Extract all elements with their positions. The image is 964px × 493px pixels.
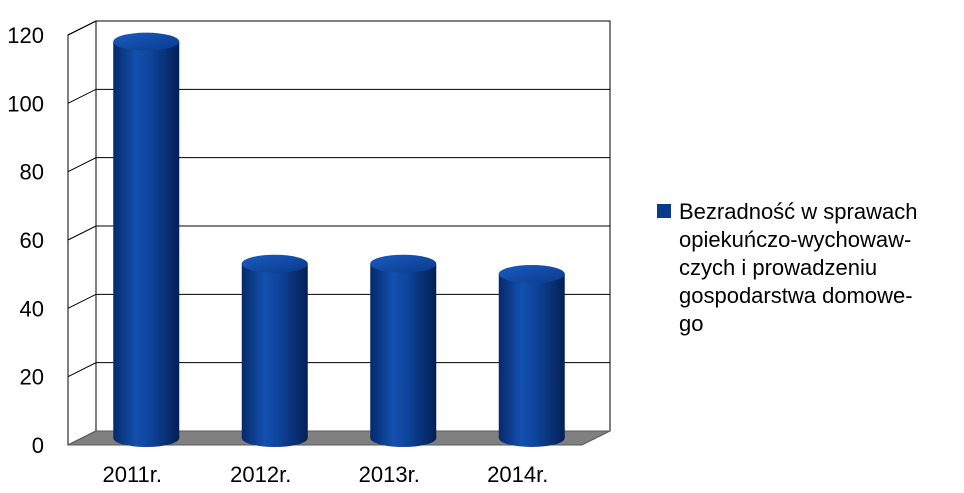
x-axis-labels: 2011r. 2012r. 2013r. 2014r. [102, 462, 548, 487]
gridline [67, 20, 610, 36]
bar [370, 254, 437, 447]
x-tick-label: 2012r. [230, 462, 291, 487]
y-axis-ticks: 0 20 40 60 80 100 120 [7, 23, 44, 458]
gridline [67, 225, 610, 241]
y-tick-label: 60 [20, 228, 44, 253]
bar-body [241, 263, 308, 447]
x-tick-label: 2013r. [359, 462, 420, 487]
gridline [67, 88, 610, 104]
bar-top [370, 254, 437, 273]
gridline [67, 157, 610, 173]
legend: Bezradność w sprawach opiekuńczo-wychowaw… [657, 199, 917, 336]
gridline [67, 293, 610, 309]
bar [241, 254, 308, 447]
legend-label-line: czych i prowadzeniu [679, 255, 877, 280]
legend-label-line: Bezradność w sprawach [679, 199, 917, 224]
y-tick-label: 80 [20, 160, 44, 185]
legend-label-line: opiekuńczo-wychowaw- [679, 227, 911, 252]
y-tick-label: 0 [32, 433, 44, 458]
legend-label-line: go [679, 311, 703, 336]
y-tick-label: 20 [20, 365, 44, 390]
bar [498, 265, 565, 447]
legend-label-line: gospodarstwa domowe- [679, 283, 913, 308]
bar-body [113, 41, 180, 448]
y-tick-label: 100 [7, 91, 44, 116]
bar-top [498, 265, 565, 283]
gridlines [67, 20, 610, 378]
y-tick-label: 120 [7, 23, 44, 48]
legend-swatch [657, 204, 671, 218]
bar-top [241, 254, 308, 273]
gridline [67, 362, 610, 378]
bar-top [113, 32, 180, 51]
bar-body [370, 263, 437, 447]
x-tick-label: 2014r. [487, 462, 548, 487]
bars [113, 32, 565, 448]
y-tick-label: 40 [20, 296, 44, 321]
bar [113, 32, 180, 448]
bar-body [498, 274, 565, 447]
x-tick-label: 2011r. [102, 462, 162, 487]
